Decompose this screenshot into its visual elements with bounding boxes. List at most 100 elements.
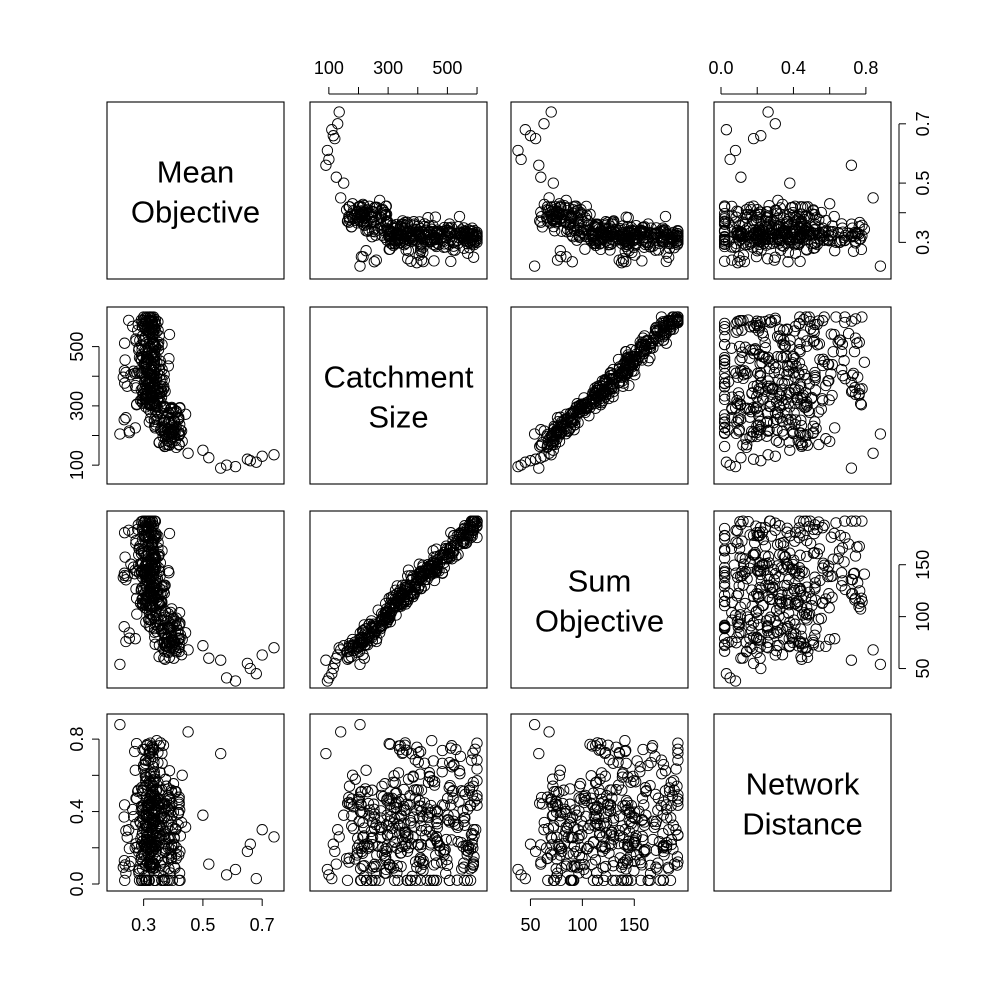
data-point (743, 613, 756, 626)
data-point (430, 874, 443, 887)
data-point (794, 337, 806, 349)
data-point (718, 561, 731, 574)
data-point (332, 824, 344, 836)
data-point (657, 809, 669, 821)
data-point (782, 256, 794, 268)
data-point (640, 784, 653, 797)
data-point (141, 565, 153, 577)
data-point (747, 241, 759, 253)
data-point (672, 224, 684, 237)
data-point (573, 406, 586, 418)
data-point (399, 826, 412, 838)
data-point (835, 567, 848, 579)
data-point (795, 208, 808, 220)
data-point (369, 808, 381, 820)
data-point (730, 637, 742, 649)
data-point (636, 859, 648, 871)
data-point (148, 413, 160, 425)
data-point (391, 867, 403, 879)
data-point (440, 833, 452, 846)
data-point (822, 233, 834, 245)
data-point (744, 562, 756, 574)
data-point (454, 226, 466, 238)
data-point (329, 132, 341, 145)
data-point (718, 231, 731, 243)
data-point (718, 599, 731, 612)
data-point (630, 238, 643, 250)
data-point (802, 224, 814, 236)
data-point (607, 757, 619, 769)
data-point (451, 874, 463, 886)
data-point (732, 257, 744, 269)
data-point (672, 737, 684, 749)
data-point (417, 865, 429, 877)
tick-label: 500 (432, 58, 462, 78)
data-point (606, 382, 618, 395)
data-point (397, 222, 409, 234)
data-point (801, 335, 813, 347)
data-point (546, 773, 559, 785)
data-point (656, 768, 668, 780)
data-point (783, 213, 795, 225)
data-point (818, 519, 830, 531)
data-point (152, 746, 164, 759)
data-point (771, 330, 784, 343)
data-point (173, 428, 185, 441)
data-point (737, 314, 749, 327)
data-point (353, 201, 366, 213)
data-point (146, 790, 158, 802)
data-point (807, 242, 820, 254)
data-point (794, 635, 806, 648)
data-point (589, 854, 602, 866)
data-point (775, 351, 787, 363)
data-point (351, 847, 363, 859)
data-point (369, 619, 381, 631)
variable-label-catchment_size: Catchment (324, 360, 474, 395)
data-point (173, 796, 185, 809)
data-point (718, 639, 731, 652)
data-point (718, 372, 731, 385)
data-point (803, 378, 815, 390)
data-point (132, 785, 144, 798)
data-point (845, 654, 858, 666)
data-point (578, 216, 590, 228)
data-point (729, 460, 742, 473)
data-point (467, 747, 479, 759)
data-point (795, 584, 807, 596)
data-point (730, 318, 742, 330)
data-point (726, 254, 738, 266)
data-point (846, 385, 859, 397)
data-point (142, 329, 155, 341)
data-point (807, 205, 820, 217)
data-point (749, 321, 761, 334)
data-point (137, 804, 149, 816)
data-point (197, 444, 209, 456)
data-point (751, 530, 763, 542)
data-point (794, 527, 806, 539)
data-point (460, 844, 473, 856)
data-point (599, 747, 611, 760)
data-point (829, 633, 841, 645)
data-point (158, 609, 170, 621)
data-point (415, 784, 428, 796)
data-point (535, 216, 547, 228)
data-point (153, 639, 166, 651)
data-point (161, 874, 173, 887)
data-point (724, 459, 736, 471)
panel-frame (309, 306, 488, 485)
panel-r1-c3 (510, 101, 689, 280)
data-point (647, 815, 659, 827)
data-point (736, 351, 748, 364)
data-point (150, 791, 162, 803)
data-point (118, 414, 130, 426)
data-point (137, 598, 149, 610)
data-point (129, 422, 141, 434)
data-point (736, 365, 748, 378)
data-point (117, 571, 129, 584)
data-point (718, 409, 731, 421)
panel-r4-c2 (309, 713, 488, 892)
data-point (555, 806, 567, 819)
data-point (759, 550, 771, 562)
data-point (718, 577, 731, 589)
